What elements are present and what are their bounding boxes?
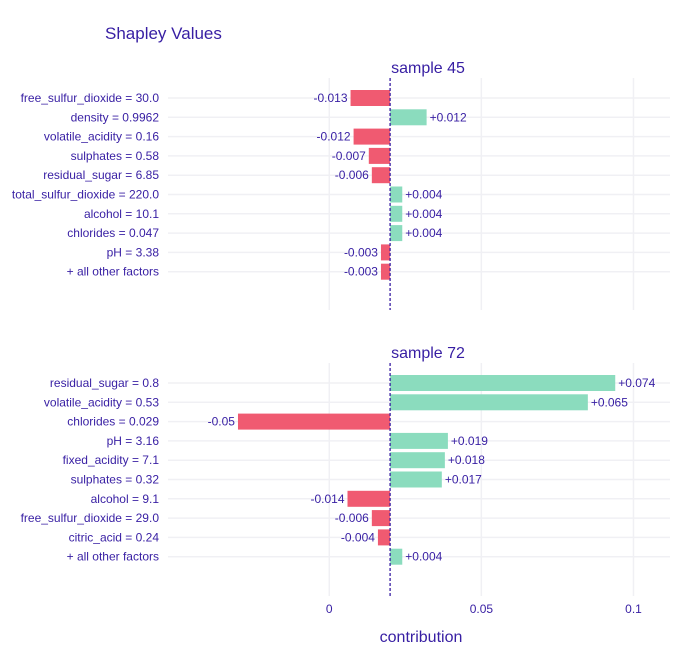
bar <box>390 452 445 469</box>
bar <box>390 432 448 449</box>
category-label: volatile_acidity = 0.53 <box>44 395 159 409</box>
category-label: chlorides = 0.029 <box>67 415 159 429</box>
category-label: free_sulfur_dioxide = 30.0 <box>21 91 160 105</box>
category-label: alcohol = 9.1 <box>91 492 160 506</box>
category-label: + all other factors <box>67 265 159 279</box>
panel-title: sample 45 <box>391 60 465 77</box>
category-label: pH = 3.38 <box>107 245 160 259</box>
value-label: +0.017 <box>445 473 482 487</box>
category-label: fixed_acidity = 7.1 <box>63 453 160 467</box>
value-label: +0.019 <box>451 434 488 448</box>
category-label: free_sulfur_dioxide = 29.0 <box>21 511 160 525</box>
bar <box>237 413 391 430</box>
category-label: density = 0.9962 <box>71 110 160 124</box>
category-label: chlorides = 0.047 <box>67 226 159 240</box>
category-label: pH = 3.16 <box>107 434 160 448</box>
panel-title: sample 72 <box>391 345 465 362</box>
x-axis-ticks: 0 0.05 0.1 <box>326 602 642 616</box>
bar <box>390 548 403 565</box>
category-label: sulphates = 0.58 <box>71 149 160 163</box>
category-label: sulphates = 0.32 <box>71 473 160 487</box>
bar <box>390 471 442 488</box>
value-label: +0.065 <box>591 395 628 409</box>
category-label: + all other factors <box>67 550 159 564</box>
value-label: -0.05 <box>208 415 236 429</box>
category-label: volatile_acidity = 0.16 <box>44 130 159 144</box>
x-tick-label: 0.1 <box>625 602 642 616</box>
bar <box>353 128 391 145</box>
category-label: total_sulfur_dioxide = 220.0 <box>12 188 159 202</box>
x-tick-label: 0.05 <box>470 602 494 616</box>
bar <box>390 394 588 411</box>
value-label: +0.004 <box>405 226 442 240</box>
value-label: -0.004 <box>341 530 375 544</box>
bar <box>390 186 403 203</box>
bar <box>390 225 403 242</box>
category-label: citric_acid = 0.24 <box>69 530 160 544</box>
value-label: -0.003 <box>344 245 378 259</box>
value-label: +0.004 <box>405 207 442 221</box>
bar <box>371 167 391 184</box>
bar <box>390 205 403 222</box>
bar <box>390 109 427 126</box>
x-axis-label: contribution <box>380 629 463 646</box>
value-label: -0.013 <box>314 91 348 105</box>
category-label: residual_sugar = 0.8 <box>50 376 159 390</box>
value-label: -0.014 <box>310 492 344 506</box>
bar <box>368 147 391 164</box>
value-label: -0.012 <box>317 130 351 144</box>
panel-1: sample 45 free_sulfur_dioxide = 30.0 -0.01… <box>12 60 670 310</box>
x-tick-label: 0 <box>326 602 333 616</box>
bar <box>347 490 391 507</box>
value-label: +0.004 <box>405 550 442 564</box>
panel-2: sample 72 residual_sugar = 0.8 +0.074 volat… <box>21 345 670 596</box>
value-label: -0.007 <box>332 149 366 163</box>
value-label: -0.006 <box>335 168 369 182</box>
bar <box>390 375 616 391</box>
panels: sample 45 free_sulfur_dioxide = 30.0 -0.01… <box>12 60 670 596</box>
chart-title: Shapley Values <box>105 24 222 43</box>
bar <box>380 244 391 261</box>
value-label: +0.074 <box>618 376 655 390</box>
bar <box>380 263 391 280</box>
value-label: +0.018 <box>448 453 485 467</box>
value-label: -0.006 <box>335 511 369 525</box>
bar <box>350 90 391 106</box>
value-label: +0.004 <box>405 188 442 202</box>
category-label: residual_sugar = 6.85 <box>43 168 159 182</box>
value-label: -0.003 <box>344 265 378 279</box>
bar <box>377 529 391 546</box>
category-label: alcohol = 10.1 <box>84 207 159 221</box>
bar <box>371 510 391 527</box>
value-label: +0.012 <box>430 110 467 124</box>
